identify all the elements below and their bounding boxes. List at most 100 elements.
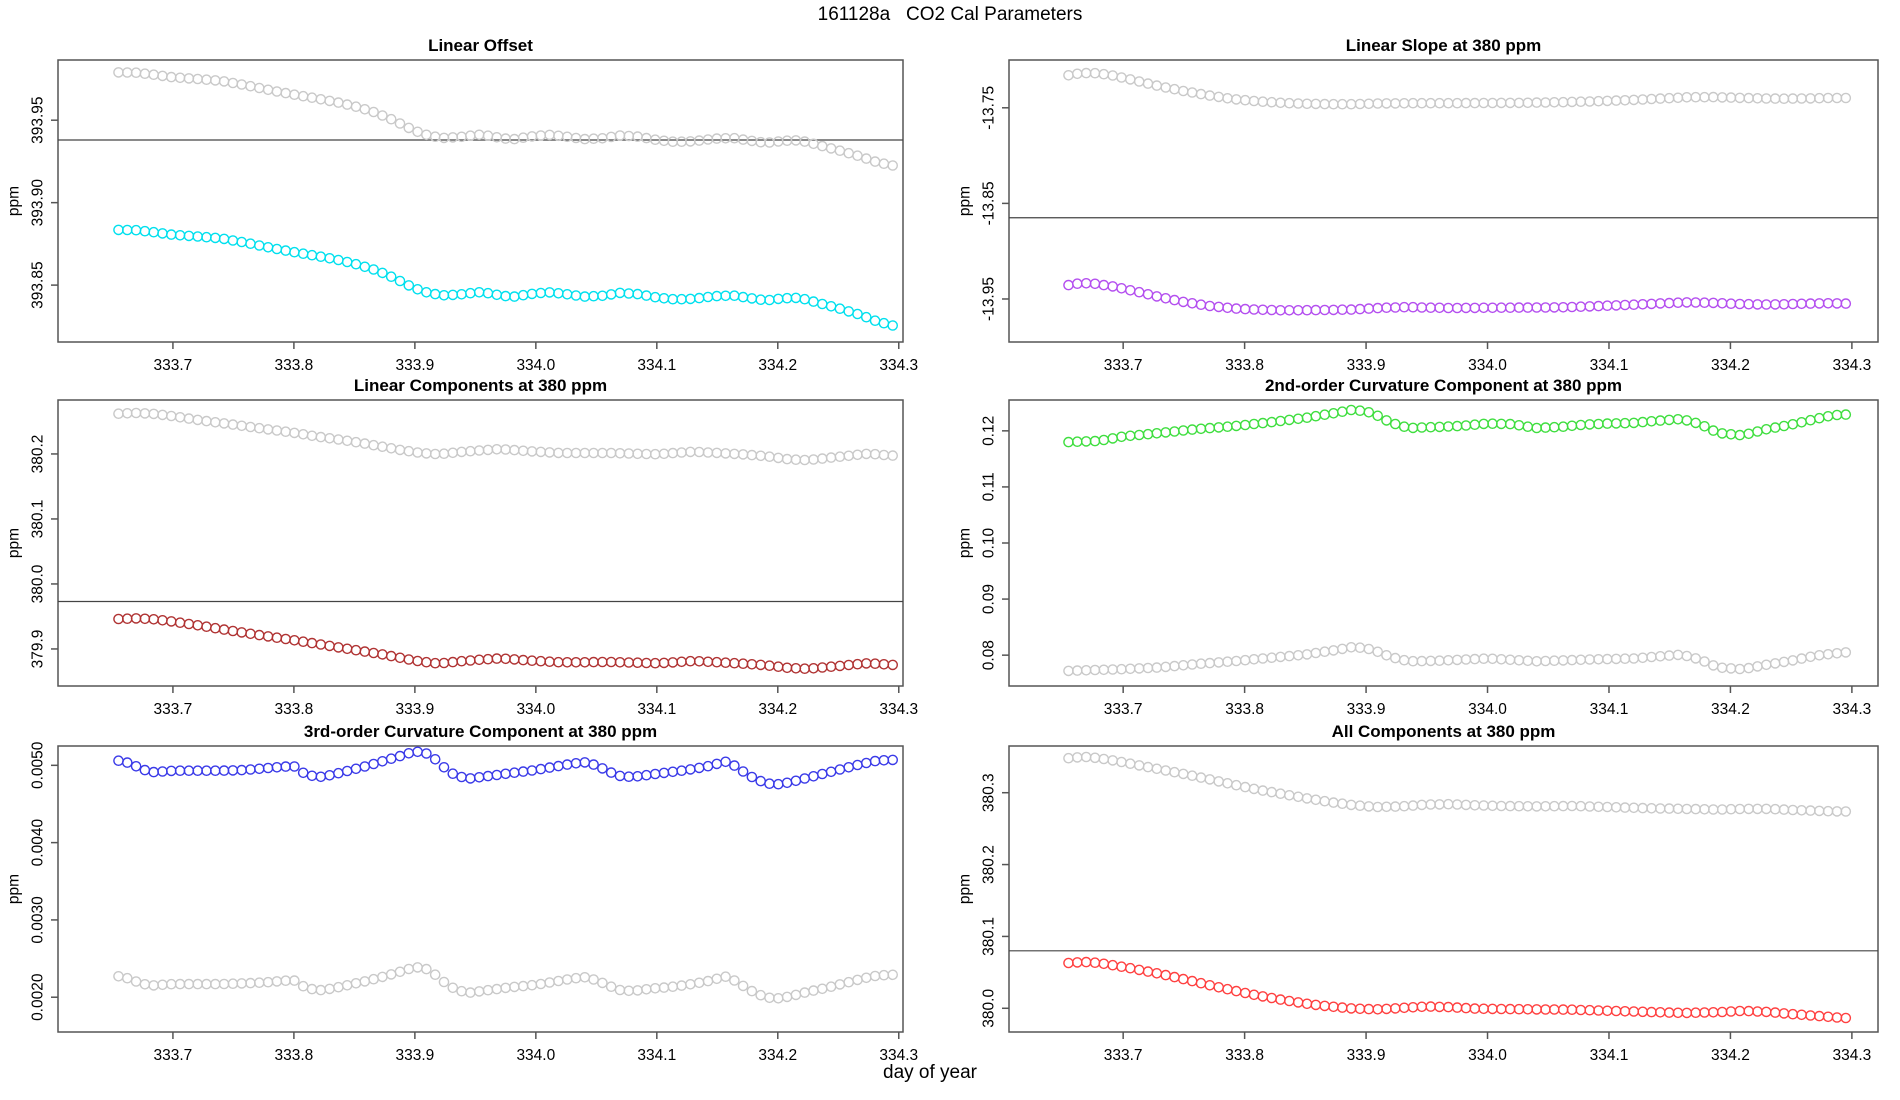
series-gray (113, 962, 899, 1004)
x-tick-label: 334.3 (1832, 357, 1871, 374)
y-tick-label: 0.11 (981, 472, 998, 501)
y-tick-label: 393.85 (30, 261, 47, 308)
x-tick-label: 334.3 (1832, 701, 1871, 718)
x-axis: 333.7 333.8 333.9 334.0 334.1 334.2 334.3 (154, 342, 918, 374)
y-tick-label: 0.0040 (30, 819, 47, 867)
series-gray (1063, 751, 1852, 817)
x-tick-label: 333.9 (1347, 701, 1386, 718)
series-gray (1063, 67, 1852, 110)
x-tick-label: 334.2 (758, 357, 797, 374)
y-axis: 379.9 380.0 380.1 380.2 (30, 435, 58, 669)
panel-title: 3rd-order Curvature Component at 380 ppm (304, 722, 657, 741)
x-tick-label: 333.9 (395, 357, 434, 374)
panel-linear-components-380: 333.7 333.8 333.9 334.0 334.1 334.2 334.3 379.9… (6, 376, 919, 718)
y-tick-label: 0.0030 (30, 896, 47, 944)
x-tick-label: 334.2 (1711, 357, 1750, 374)
y-tick-label: 380.3 (981, 773, 998, 812)
plot-box (57, 59, 904, 343)
x-axis: 333.7 333.8 333.9 334.0 334.1 334.2 334.3 (154, 1032, 918, 1064)
plot-box (57, 399, 904, 687)
plot-box (1008, 59, 1879, 343)
x-tick-label: 334.0 (1468, 357, 1507, 374)
plot-box (1008, 745, 1879, 1033)
x-tick-label: 334.1 (1590, 357, 1629, 374)
y-tick-label: -13.95 (981, 277, 998, 321)
y-axis: -13.95 -13.85 -13.75 (981, 86, 1009, 321)
y-tick-label: 0.0050 (30, 741, 47, 789)
x-tick-label: 333.9 (395, 1047, 434, 1064)
x-tick-label: 334.3 (879, 1047, 918, 1064)
x-tick-label: 333.7 (154, 1047, 193, 1064)
x-tick-label: 333.8 (274, 1047, 313, 1064)
series-darkred (113, 613, 899, 675)
x-tick-label: 333.7 (154, 357, 193, 374)
y-axis-title: ppm (957, 528, 974, 558)
series-gray (113, 67, 899, 171)
series-cyan (113, 224, 899, 331)
x-tick-label: 333.8 (1225, 1047, 1264, 1064)
x-tick-label: 333.8 (274, 701, 313, 718)
x-tick-label: 333.7 (1104, 357, 1143, 374)
y-tick-label: 380.0 (30, 564, 47, 603)
x-tick-label: 333.8 (274, 357, 313, 374)
y-tick-label: 380.2 (981, 845, 998, 884)
x-tick-label: 334.0 (1468, 1047, 1507, 1064)
x-tick-label: 334.2 (1711, 701, 1750, 718)
figure-title: 161128a CO2 Cal Parameters (817, 4, 1083, 25)
x-tick-label: 333.9 (1347, 1047, 1386, 1064)
y-axis-title: ppm (6, 186, 23, 216)
y-tick-label: 0.10 (981, 528, 998, 559)
x-tick-label: 334.3 (879, 701, 918, 718)
plot-box (1008, 399, 1879, 687)
x-tick-label: 334.2 (758, 701, 797, 718)
x-tick-label: 334.1 (637, 1047, 676, 1064)
series-blue (113, 746, 899, 790)
y-tick-label: -13.75 (981, 86, 998, 130)
plot-box (57, 745, 904, 1033)
y-tick-label: 380.2 (30, 435, 47, 474)
panel-second-order-curvature-380: 333.7 333.8 333.9 334.0 334.1 334.2 334.30.080… (957, 376, 1879, 718)
panel-title: 2nd-order Curvature Component at 380 ppm (1265, 376, 1622, 395)
y-axis: 393.85 393.90 393.95 (30, 96, 58, 309)
panel-title: Linear Slope at 380 ppm (1346, 36, 1542, 55)
x-tick-label: 334.0 (516, 357, 555, 374)
x-axis: 333.7 333.8 333.9 334.0 334.1 334.2 334.3 (1104, 686, 1871, 718)
series-gray (113, 407, 899, 466)
x-tick-label: 333.7 (1104, 701, 1143, 718)
x-axis: 333.7 333.8 333.9 334.0 334.1 334.2 334.3 (1104, 1032, 1871, 1064)
y-axis: 0.0020 0.0030 0.0040 0.0050 (30, 741, 58, 1021)
series-gray (1063, 642, 1852, 677)
x-tick-label: 333.7 (154, 701, 193, 718)
y-axis-title: ppm (957, 874, 974, 904)
y-tick-label: 379.9 (30, 630, 47, 669)
x-tick-label: 334.3 (1832, 1047, 1871, 1064)
x-tick-label: 334.2 (758, 1047, 797, 1064)
x-tick-label: 334.1 (1590, 1047, 1629, 1064)
x-axis: 333.7 333.8 333.9 334.0 334.1 334.2 334.3 (1104, 342, 1871, 374)
panel-title: All Components at 380 ppm (1332, 722, 1556, 741)
x-tick-label: 334.3 (879, 357, 918, 374)
y-tick-label: 380.1 (30, 500, 47, 539)
y-tick-label: -13.85 (981, 181, 998, 225)
series-green (1063, 404, 1852, 448)
y-axis: 380.0 380.1 380.2 380.3 (981, 773, 1009, 1028)
x-tick-label: 333.9 (1347, 357, 1386, 374)
y-tick-label: 393.90 (30, 179, 47, 227)
y-axis-title: ppm (6, 528, 23, 558)
panel-title: Linear Components at 380 ppm (354, 376, 607, 395)
panel-linear-offset: 333.7 333.8 333.9 334.0 334.1 334.2 334.3 393.8… (6, 36, 919, 374)
x-tick-label: 333.9 (395, 701, 434, 718)
x-axis: 333.7 333.8 333.9 334.0 334.1 334.2 334.3 (154, 686, 918, 718)
series-red (1063, 956, 1852, 1024)
y-tick-label: 0.09 (981, 584, 998, 614)
y-axis-title: ppm (6, 874, 23, 904)
series-purple (1063, 277, 1852, 316)
x-tick-label: 334.2 (1711, 1047, 1750, 1064)
panel-linear-slope-380: 333.7 333.8 333.9 334.0 334.1 334.2 334.3 -13.9… (957, 36, 1879, 374)
y-axis: 0.08 0.09 0.10 0.11 0.12 (981, 416, 1009, 670)
x-tick-label: 334.1 (1590, 701, 1629, 718)
y-tick-label: 380.1 (981, 917, 998, 956)
panel-third-order-curvature-380: 333.7 333.8 333.9 334.0 334.1 334.2 334.3 0.002… (6, 722, 919, 1064)
